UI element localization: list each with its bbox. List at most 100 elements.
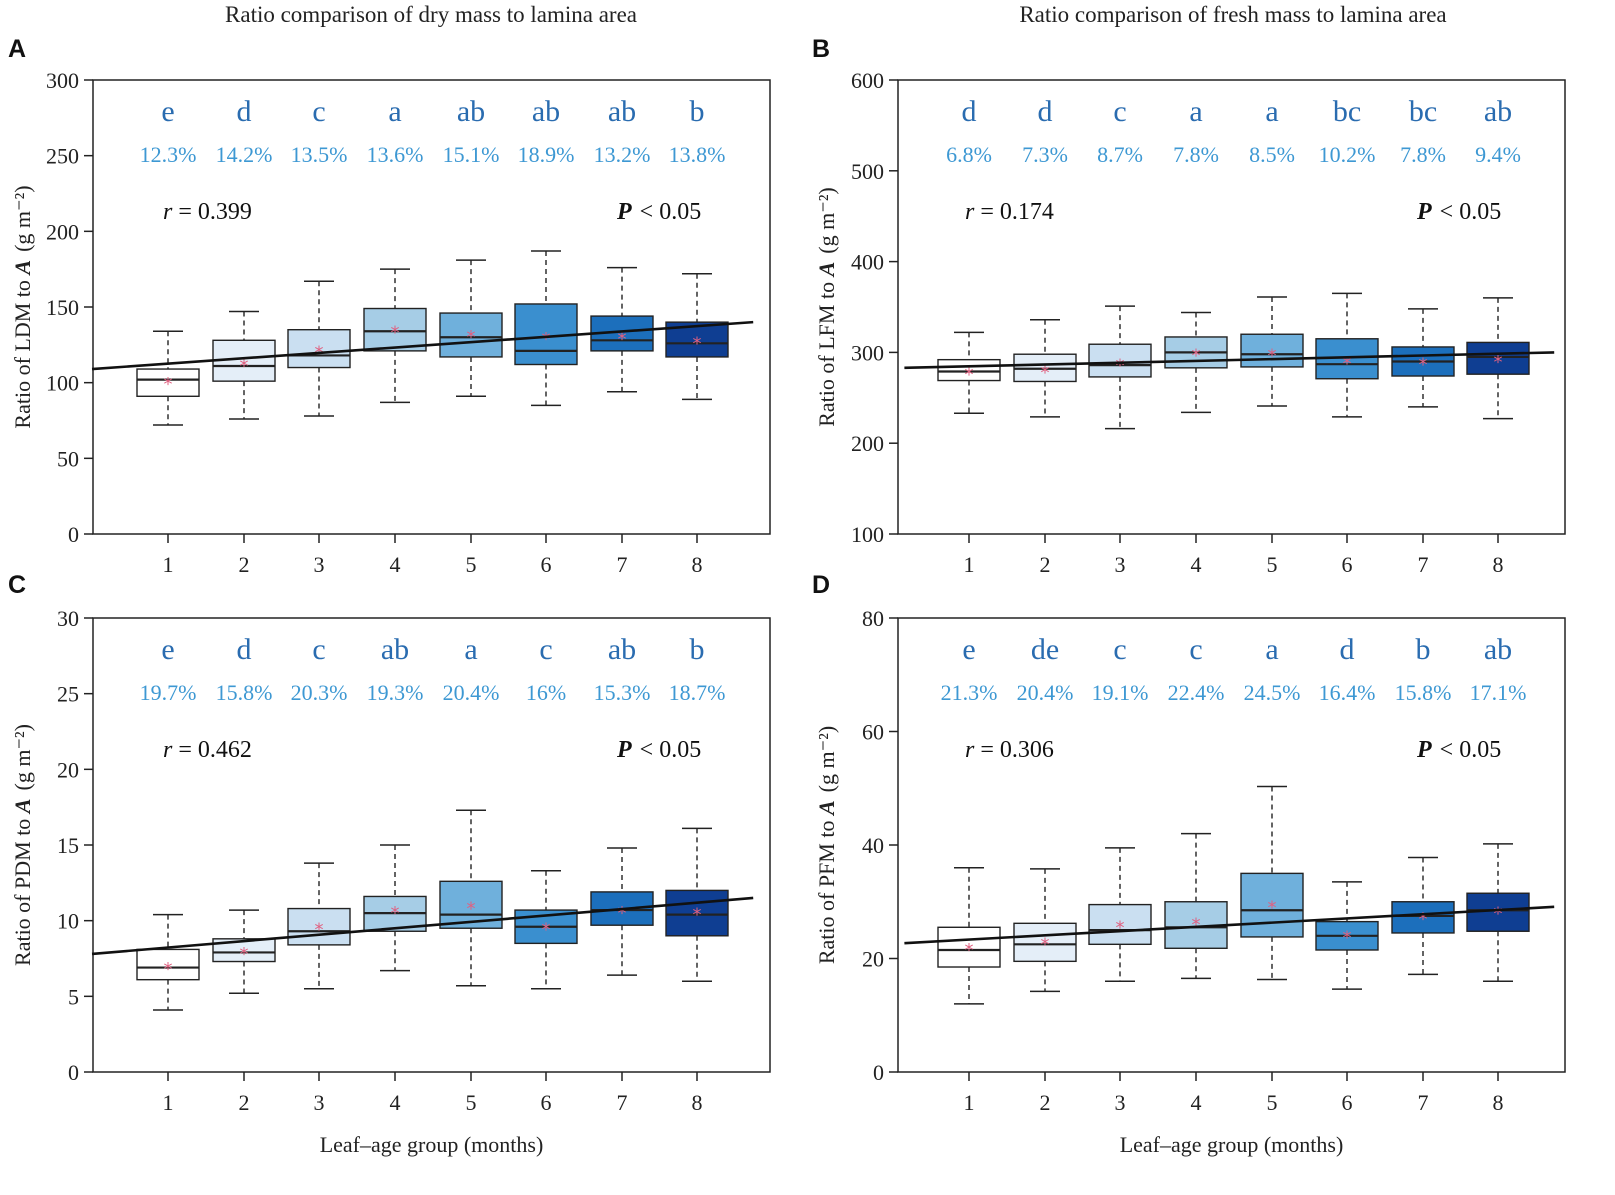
cv-label: 15.3% [594, 680, 651, 705]
box-4: * [363, 268, 427, 404]
p-statistic: P < 0.05 [1416, 737, 1501, 763]
mean-marker: * [618, 903, 627, 924]
x-tick-label: 7 [1418, 1090, 1429, 1115]
box-5: * [1240, 785, 1304, 981]
significance-letter: b [690, 633, 705, 666]
r-symbol: r [163, 199, 173, 225]
box-iqr [1088, 343, 1152, 378]
box-iqr [1240, 333, 1304, 368]
x-tick-label: 5 [1267, 552, 1278, 577]
significance-letter: a [388, 95, 401, 128]
x-tick-label: 7 [617, 1090, 628, 1115]
p-symbol: P [1416, 199, 1432, 225]
box-iqr [136, 948, 200, 981]
cv-label: 17.1% [1470, 680, 1527, 705]
y-tick-label: 40 [862, 833, 884, 858]
x-tick-label: 5 [466, 552, 477, 577]
panel-label: A [8, 35, 26, 63]
cv-label: 7.8% [1400, 142, 1446, 167]
cv-label: 19.1% [1092, 680, 1149, 705]
significance-letter: a [1265, 95, 1278, 128]
box-2: * [212, 909, 276, 995]
significance-letter: de [1031, 633, 1059, 666]
cv-label: 19.7% [140, 680, 197, 705]
mean-marker: * [1419, 354, 1428, 375]
mean-marker: * [1419, 909, 1428, 930]
y-axis-label-var: A [814, 262, 839, 279]
cv-label: 15.8% [216, 680, 273, 705]
mean-marker: * [542, 920, 551, 941]
significance-letter: bc [1409, 95, 1437, 128]
mean-marker: * [1343, 928, 1352, 949]
y-tick-label: 400 [851, 250, 884, 275]
y-axis-label: Ratio of PDM to A (g m⁻²) [10, 724, 35, 966]
mean-marker: * [1343, 354, 1352, 375]
y-tick-label: 0 [68, 522, 79, 547]
significance-letter: ab [608, 95, 636, 128]
mean-marker: * [1494, 352, 1503, 373]
box-7: * [590, 266, 654, 393]
box-iqr [363, 307, 427, 352]
regression-line [904, 351, 1555, 370]
cv-label: 22.4% [1168, 680, 1225, 705]
mean-marker: * [693, 333, 702, 354]
p-statistic: P < 0.05 [1416, 199, 1501, 225]
y-tick-label: 0 [873, 1060, 884, 1085]
significance-letter: d [1340, 633, 1355, 666]
y-axis-label-unit: (g m⁻²) [814, 726, 839, 792]
r-statistic: r = 0.306 [965, 737, 1054, 763]
box-1: * [136, 913, 200, 1011]
cv-label: 12.3% [140, 142, 197, 167]
mean-marker: * [1116, 917, 1125, 938]
cv-label: 15.8% [1395, 680, 1452, 705]
x-tick-label: 4 [390, 1090, 401, 1115]
r-value: = 0.399 [178, 199, 252, 225]
column-title: Ratio comparison of dry mass to lamina a… [225, 2, 637, 27]
significance-letter: ab [1484, 633, 1512, 666]
box-iqr [1466, 341, 1530, 375]
significance-letter: d [237, 633, 252, 666]
significance-letter: ab [457, 95, 485, 128]
plot-frame [897, 79, 1566, 535]
y-tick-label: 15 [57, 833, 79, 858]
significance-letter: ab [532, 95, 560, 128]
box-iqr [287, 329, 351, 369]
significance-letter: ab [608, 633, 636, 666]
panel-label: D [812, 571, 830, 599]
y-axis-label-unit: (g m⁻²) [10, 185, 35, 251]
significance-letter: c [312, 95, 325, 128]
box-4: * [363, 844, 427, 972]
box-3: * [287, 862, 351, 990]
y-tick-label: 20 [57, 757, 79, 782]
x-tick-label: 7 [617, 552, 628, 577]
significance-letter: c [539, 633, 552, 666]
r-symbol: r [163, 737, 173, 763]
box-1: * [937, 331, 1001, 414]
cv-label: 20.3% [291, 680, 348, 705]
significance-letter: e [962, 633, 975, 666]
mean-marker: * [1116, 355, 1125, 376]
mean-marker: * [391, 903, 400, 924]
x-tick-label: 8 [692, 552, 703, 577]
panel-c: C 0 5 10 15 20 25 30 1 2 3 4 5 6 7 8 Ratio of PDM to A (g… [8, 571, 771, 1157]
y-tick-label: 25 [57, 682, 79, 707]
x-tick-label: 1 [964, 1090, 975, 1115]
y-tick-label: 500 [851, 159, 884, 184]
y-tick-label: 50 [57, 446, 79, 471]
cv-label: 18.9% [518, 142, 575, 167]
y-axis-label-main: Ratio of PDM to [10, 813, 35, 966]
p-value: < 0.05 [1440, 737, 1502, 763]
panel-label: B [812, 35, 830, 63]
cv-label: 10.2% [1319, 142, 1376, 167]
x-tick-label: 5 [1267, 1090, 1278, 1115]
box-8: * [1466, 297, 1530, 420]
p-symbol: P [616, 199, 632, 225]
box-iqr [1088, 903, 1152, 946]
cv-label: 15.1% [443, 142, 500, 167]
x-axis-label: Leaf–age group (months) [320, 1132, 544, 1157]
mean-marker: * [240, 944, 249, 965]
r-value: = 0.462 [178, 737, 252, 763]
mean-marker: * [467, 899, 476, 920]
box-iqr [665, 889, 729, 937]
y-tick-label: 0 [68, 1060, 79, 1085]
